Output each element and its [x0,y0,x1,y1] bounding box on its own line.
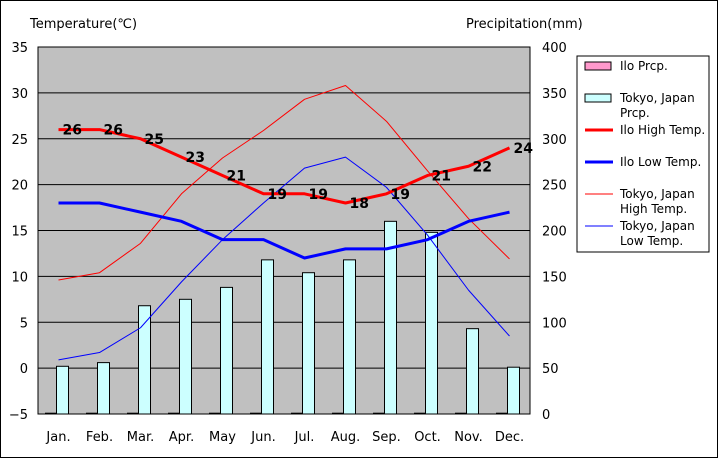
precipitation-bar [291,412,304,415]
y-right-tick-label: 100 [542,316,567,331]
axes: Temperature(℃) Precipitation(mm) 3530252… [9,17,583,445]
precipitation-bar [373,412,386,415]
x-tick-label: Aug. [331,430,361,445]
data-label: 25 [145,132,164,148]
precipitation-bar [384,220,397,415]
data-label: 19 [309,187,328,203]
precipitation-bar [261,259,274,415]
legend-label: Tokyo, Japan [619,91,695,105]
legend-label: Ilo Low Temp. [620,155,701,169]
x-tick-label: Jan. [45,430,70,445]
y-right-tick-label: 0 [542,408,550,423]
legend-label: Ilo Prcp. [620,59,668,73]
precipitation-bar [507,366,520,415]
precipitation-bar [302,272,315,415]
legend-label: High Temp. [620,202,687,216]
series-line [58,156,510,361]
data-label: 18 [350,196,369,212]
precipitation-bar [168,412,181,415]
x-tick-label: Dec. [495,430,524,445]
legend-label: Prcp. [620,106,650,120]
temperature-lines [58,85,511,361]
x-tick-label: Feb. [86,430,113,445]
data-label: 21 [227,168,246,184]
precipitation-bar [250,412,263,415]
y-left-tick-label: −5 [9,408,28,423]
y-left-axis-title: Temperature(℃) [29,17,137,32]
y-right-tick-label: 50 [542,362,559,377]
precipitation-bar [209,412,222,415]
y-left-tick-label: 10 [11,270,28,285]
precipitation-bar [496,412,509,415]
legend-swatch [584,93,612,103]
data-label: 26 [104,123,123,139]
gridlines [38,92,530,369]
data-label: 26 [63,123,82,139]
precipitation-bar [127,412,140,415]
precipitation-bar [45,412,58,415]
y-left-tick-label: 5 [20,316,28,331]
precipitation-bar [332,412,345,415]
precipitation-bar [343,259,356,415]
precipitation-bar [97,362,110,415]
y-right-tick-label: 300 [542,133,567,148]
x-tick-label: Apr. [169,430,194,445]
x-tick-label: Oct. [414,430,441,445]
precipitation-bars [45,220,520,415]
data-label: 23 [186,150,205,166]
series-line [58,128,511,205]
precipitation-bar [56,365,69,415]
data-label: 24 [514,141,534,157]
y-right-tick-label: 350 [542,87,567,102]
y-left-tick-label: 25 [11,133,28,148]
precipitation-bar [86,412,99,415]
x-tick-label: Nov. [454,430,483,445]
y-right-tick-label: 150 [542,270,567,285]
data-label: 21 [432,168,451,184]
y-left-tick-label: 15 [11,225,28,240]
data-label: 22 [473,159,492,175]
series-line [58,85,510,281]
precipitation-bar [425,231,438,415]
precipitation-bar [455,412,468,415]
y-left-tick-label: 20 [11,179,28,194]
y-right-tick-label: 200 [542,225,567,240]
legend-swatch [584,61,612,71]
legend-label: Tokyo, Japan [619,219,695,233]
y-left-tick-label: 35 [11,41,28,56]
legend-label: Ilo High Temp. [620,123,705,137]
precipitation-bar [466,328,479,415]
y-right-axis-title: Precipitation(mm) [466,17,583,32]
precipitation-bar [138,305,151,415]
x-tick-label: Mar. [127,430,154,445]
y-right-tick-label: 400 [542,41,567,56]
precipitation-bar [414,412,427,415]
y-right-tick-label: 250 [542,179,567,194]
legend-label: Tokyo, Japan [619,187,695,201]
x-tick-label: May [209,430,236,445]
data-labels: 26 26 25 23 21 19 19 18 19 21 22 24 [63,123,534,212]
x-tick-label: Sep. [372,430,401,445]
y-left-tick-label: 0 [20,362,28,377]
x-tick-label: Jul. [294,430,315,445]
precipitation-bar [179,298,192,415]
precipitation-bar [220,286,233,415]
legend-label: Low Temp. [620,234,683,248]
legend-box [576,55,710,253]
x-tick-label: Jun. [250,430,275,445]
data-label: 19 [391,187,410,203]
data-label: 19 [268,187,287,203]
series-line [58,201,510,260]
y-left-tick-label: 30 [11,87,28,102]
